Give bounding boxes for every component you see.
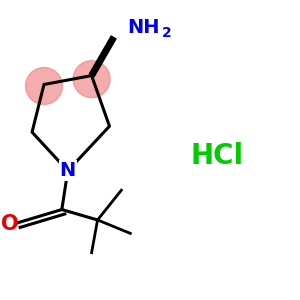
Circle shape bbox=[73, 61, 110, 98]
Circle shape bbox=[26, 68, 62, 104]
Text: N: N bbox=[60, 161, 76, 180]
Text: 2: 2 bbox=[162, 26, 171, 40]
Text: O: O bbox=[1, 214, 19, 234]
Text: NH: NH bbox=[127, 18, 160, 38]
Text: HCl: HCl bbox=[190, 142, 243, 170]
